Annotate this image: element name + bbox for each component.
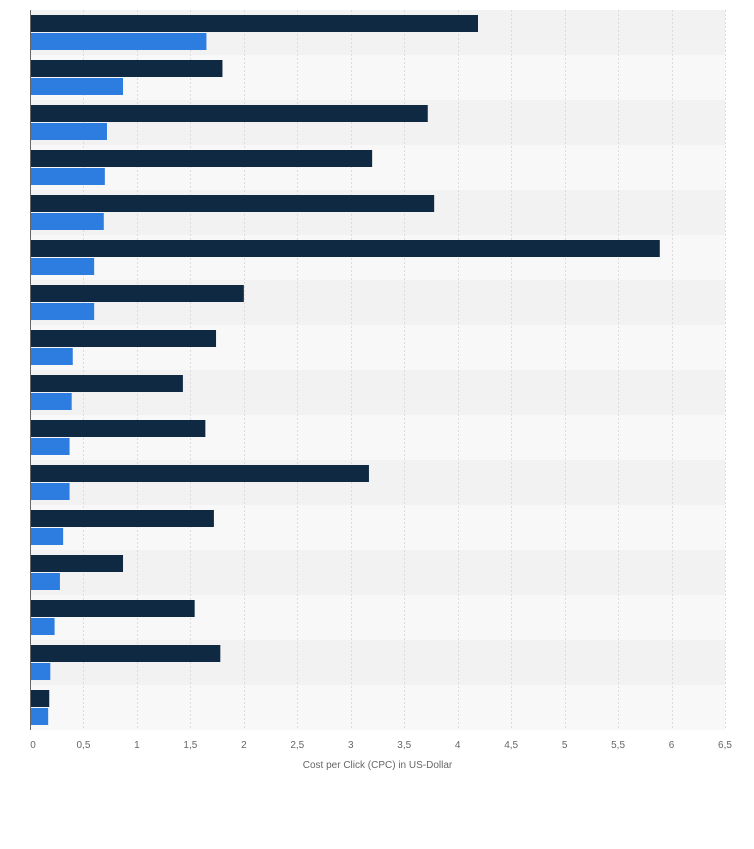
x-tick-label: 6,5 [718, 740, 732, 751]
bar-series-2 [30, 393, 72, 410]
bars [30, 15, 660, 725]
bar-series-1 [30, 330, 217, 347]
bar-series-2 [30, 528, 64, 545]
bar-series-1 [30, 375, 183, 392]
bar-series-2 [30, 258, 95, 275]
bar-series-2 [30, 483, 70, 500]
bar-series-2 [30, 168, 105, 185]
row-bands [30, 10, 725, 730]
x-tick-label: 4,5 [504, 740, 518, 751]
bar-series-2 [30, 618, 55, 635]
bar-series-1 [30, 600, 195, 617]
x-tick-label: 2,5 [290, 740, 304, 751]
x-tick-label: 1,5 [183, 740, 197, 751]
bar-series-2 [30, 303, 95, 320]
bar-series-2 [30, 78, 124, 95]
x-tick-label: 0,5 [77, 740, 91, 751]
bar-series-1 [30, 15, 479, 32]
x-tick-label: 5 [562, 740, 568, 751]
bar-series-2 [30, 573, 60, 590]
bar-series-1 [30, 240, 660, 257]
x-tick-label: 0 [30, 740, 36, 751]
bar-series-2 [30, 663, 51, 680]
bar-series-1 [30, 195, 435, 212]
bar-series-2 [30, 438, 70, 455]
x-tick-label: 2 [241, 740, 247, 751]
row-band [30, 550, 725, 595]
x-tick-label: 1 [134, 740, 140, 751]
bar-series-1 [30, 465, 369, 482]
bar-series-2 [30, 213, 104, 230]
bar-series-1 [30, 510, 214, 527]
bar-series-2 [30, 708, 49, 725]
bar-series-1 [30, 690, 50, 707]
x-tick-label: 3,5 [397, 740, 411, 751]
bar-series-1 [30, 150, 373, 167]
row-band [30, 685, 725, 730]
bar-series-2 [30, 33, 207, 50]
bar-series-1 [30, 645, 221, 662]
vertical-gridlines [83, 10, 726, 730]
bar-series-1 [30, 285, 244, 302]
bar-series-1 [30, 60, 223, 77]
bar-series-1 [30, 555, 124, 572]
x-tick-label: 6 [669, 740, 675, 751]
x-tick-label: 3 [348, 740, 354, 751]
x-axis-tick-labels: 0 0,5 1 1,5 2 2,5 3 3,5 4 4,5 5 5,5 6 6,5 [30, 740, 732, 751]
bar-series-1 [30, 105, 428, 122]
bar-series-1 [30, 420, 206, 437]
bar-series-2 [30, 348, 73, 365]
x-axis-title: Cost per Click (CPC) in US-Dollar [303, 760, 453, 771]
bar-series-2 [30, 123, 107, 140]
x-tick-label: 5,5 [611, 740, 625, 751]
x-tick-label: 4 [455, 740, 461, 751]
